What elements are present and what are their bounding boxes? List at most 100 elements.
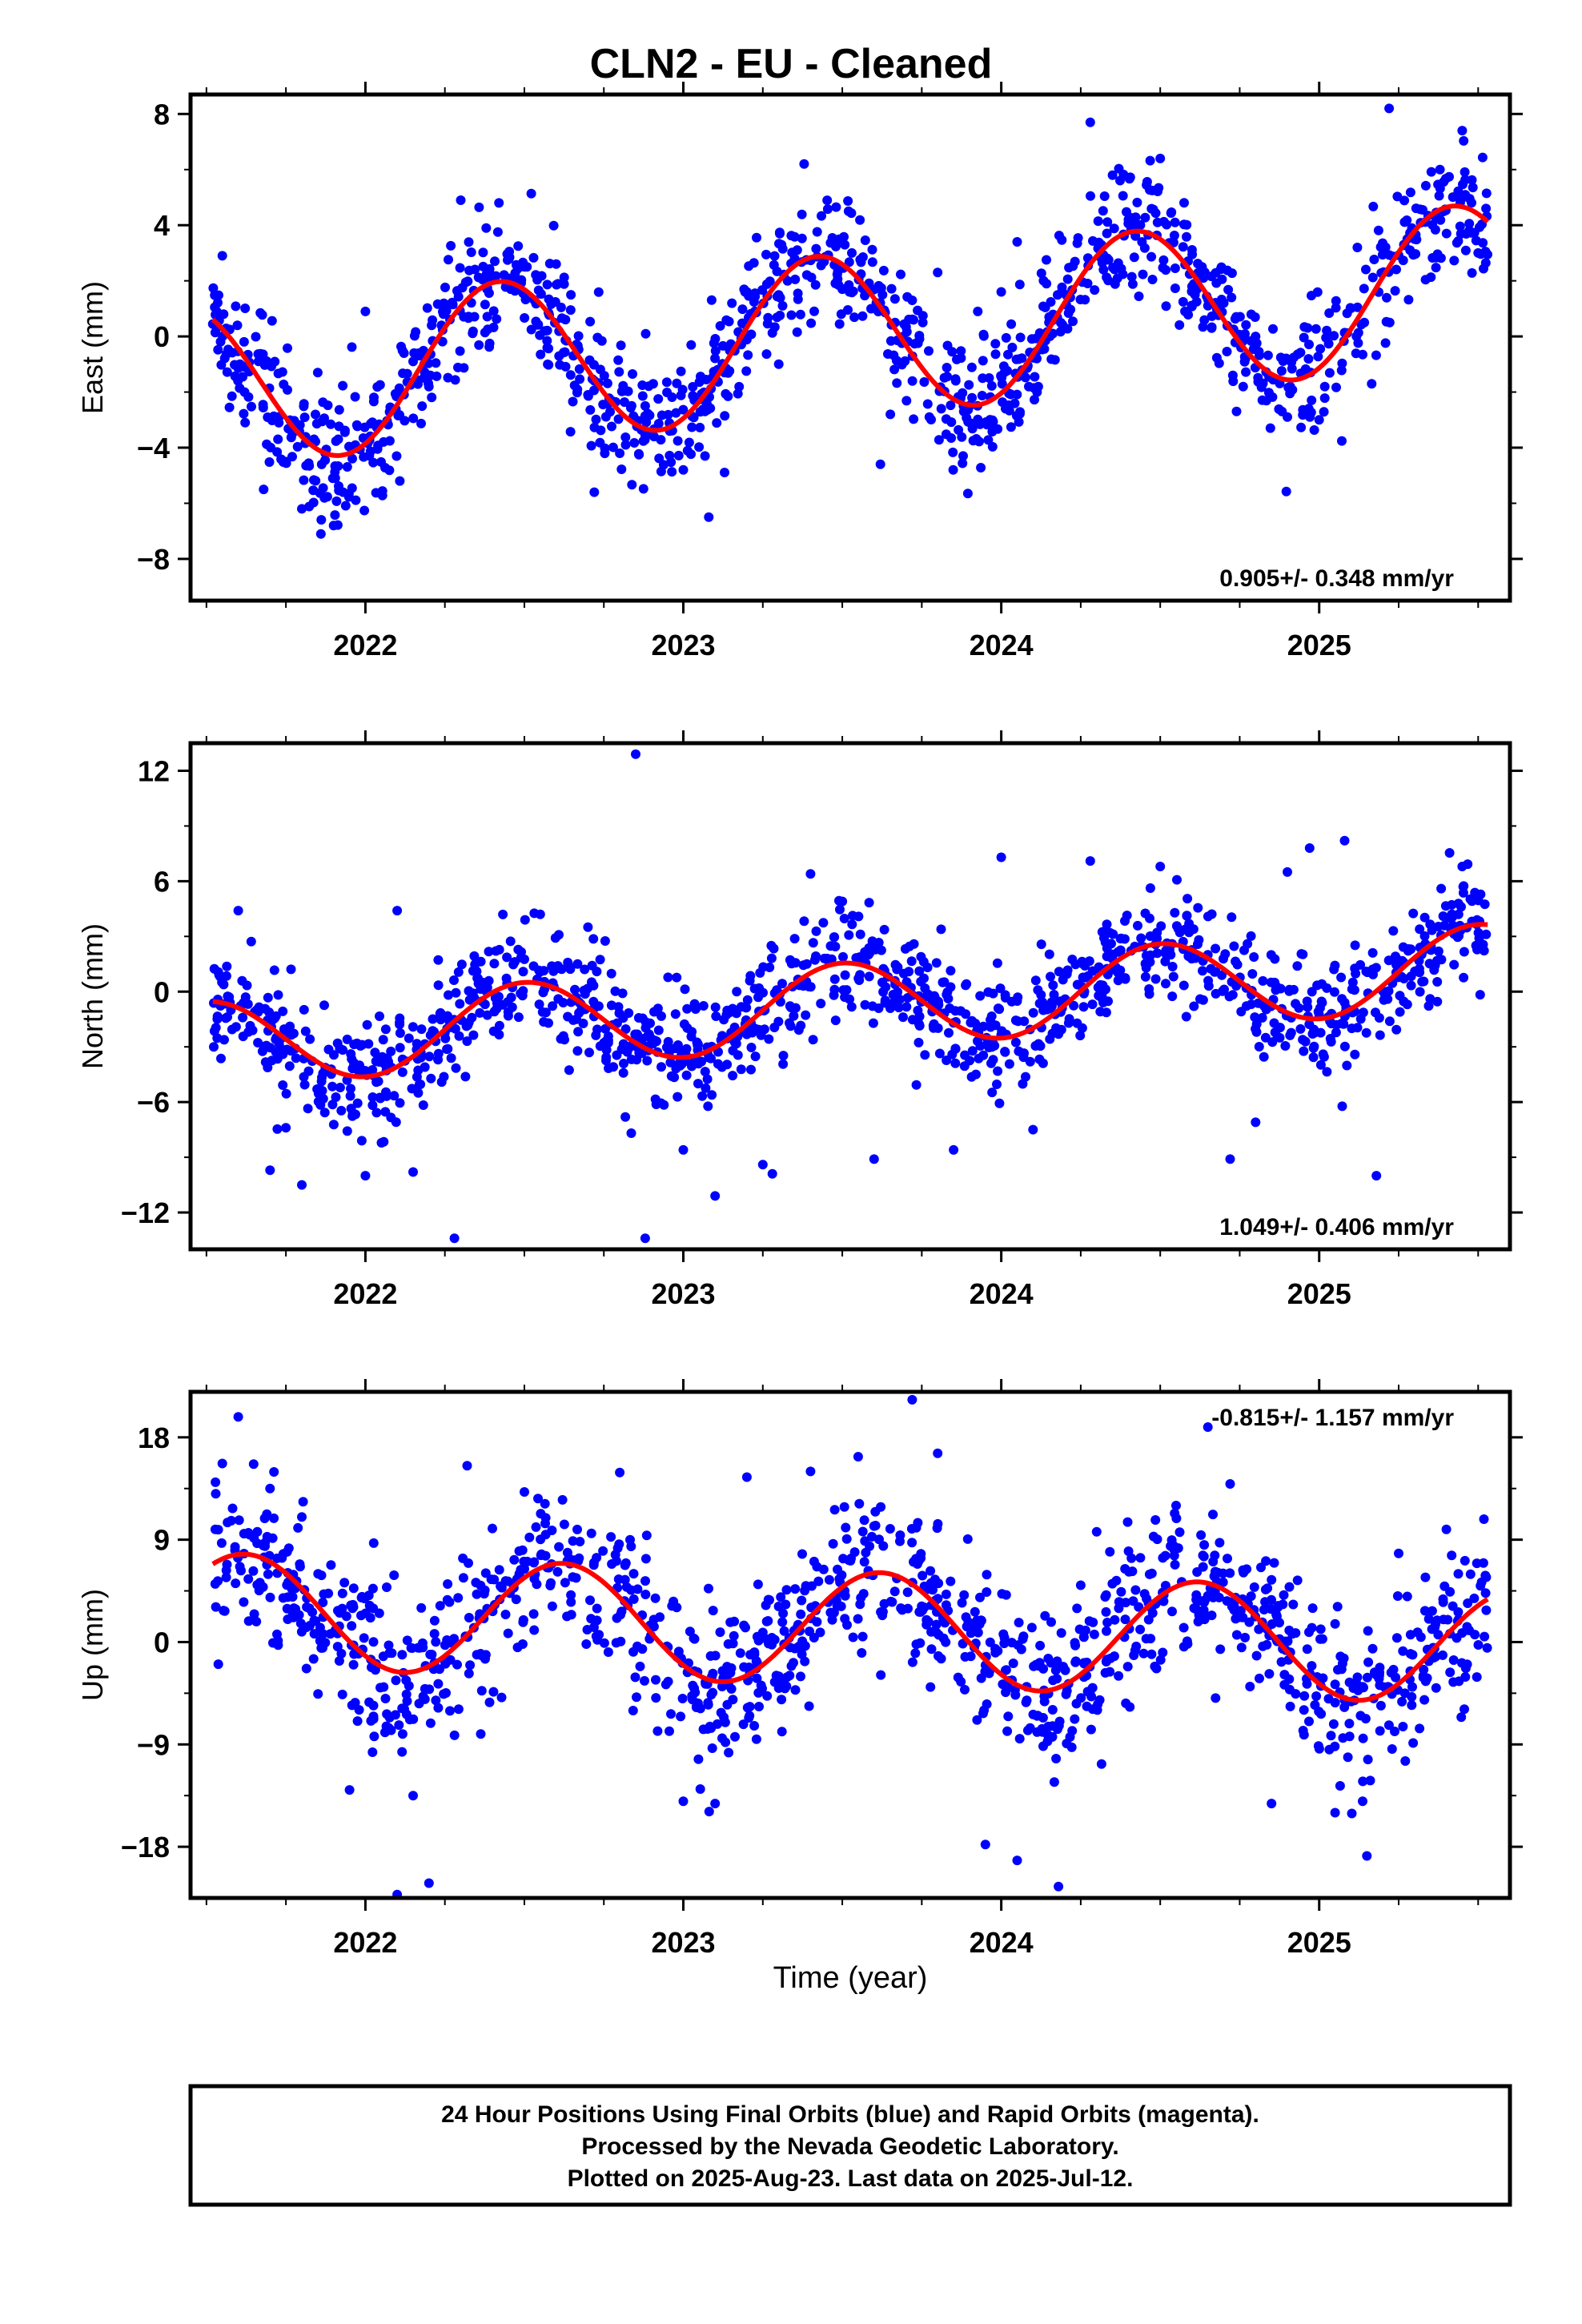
data-point [1084,1616,1094,1626]
data-point [278,1593,288,1603]
data-point [806,1581,817,1591]
data-point [1435,183,1445,194]
data-point [221,1013,231,1023]
data-point [439,298,449,308]
data-point [778,1051,789,1061]
data-point [480,1568,491,1578]
data-point [408,1714,419,1724]
data-point [501,973,512,983]
data-point [638,436,648,446]
data-point [632,1641,642,1651]
data-point [1317,1634,1327,1644]
data-point [1134,292,1144,301]
data-point [354,1705,364,1715]
data-point [841,1522,851,1533]
data-point [1129,1651,1139,1660]
data-point [392,1889,403,1898]
data-point [489,1007,500,1017]
data-point [1447,1550,1457,1561]
data-point [1049,1777,1059,1787]
data-point [1195,994,1205,1004]
data-point [1008,1659,1018,1668]
data-point [1140,908,1150,919]
data-point [559,279,569,289]
data-point [640,1590,651,1599]
data-point [301,1663,311,1674]
data-point [757,1160,768,1170]
data-point [575,374,585,384]
data-point [1383,955,1394,966]
data-point [533,285,544,296]
data-point [982,1699,992,1709]
data-point [1367,272,1378,283]
data-point [680,984,690,995]
data-point [397,1650,408,1660]
data-point [209,963,219,974]
data-point [997,1589,1007,1599]
data-point [278,1006,288,1016]
data-point [409,348,420,358]
data-point [376,456,386,467]
data-point [1371,1007,1380,1018]
data-point [1178,1622,1189,1633]
data-point [916,1549,926,1559]
data-point [1181,1011,1191,1022]
data-point [616,1636,626,1647]
data-point [600,936,610,946]
data-point [274,1039,284,1049]
data-point [1048,980,1058,991]
data-point [889,1586,900,1597]
data-point [288,1028,299,1039]
y-tick-label: −12 [121,1196,170,1229]
data-point [251,1616,262,1626]
data-point [801,270,812,280]
data-point [656,466,666,476]
footer-box: 24 Hour Positions Using Final Orbits (bl… [188,2084,1512,2207]
data-point [529,1574,540,1584]
data-point [508,959,519,970]
data-point [1305,412,1315,422]
data-point [797,1642,808,1653]
data-point [616,1610,626,1620]
data-point [408,356,418,367]
data-point [1441,1524,1452,1534]
data-point [1269,1558,1279,1568]
data-point [1299,1705,1309,1715]
data-point [961,1009,971,1019]
data-point [844,257,854,267]
data-point [1322,1067,1332,1077]
data-point [588,1558,599,1568]
data-point [1303,354,1314,364]
data-point [240,417,251,428]
data-point [954,424,964,435]
data-point [710,1651,721,1661]
data-point [777,1617,788,1627]
data-point [805,1626,815,1637]
data-point [1211,943,1221,954]
data-point [1150,974,1161,984]
data-point [1344,1677,1355,1687]
data-point [532,275,543,285]
data-point [1375,1663,1385,1673]
data-point [887,999,897,1009]
data-point [1316,996,1327,1007]
data-point [1415,204,1425,215]
data-point [435,1601,445,1611]
data-point [1103,996,1113,1007]
data-point [1331,382,1341,392]
data-point [629,438,640,448]
data-point [735,1648,745,1659]
data-point [440,282,450,292]
data-point [598,400,608,410]
data-point [1362,1672,1372,1683]
data-point [1035,1640,1046,1651]
data-point [1066,304,1076,315]
data-point [726,1684,737,1694]
data-point [1329,331,1339,341]
data-point [976,1615,986,1626]
data-point [710,353,721,364]
data-point [1394,1548,1403,1558]
data-point [859,1515,869,1526]
data-point [1024,381,1034,392]
data-point [394,1720,404,1731]
